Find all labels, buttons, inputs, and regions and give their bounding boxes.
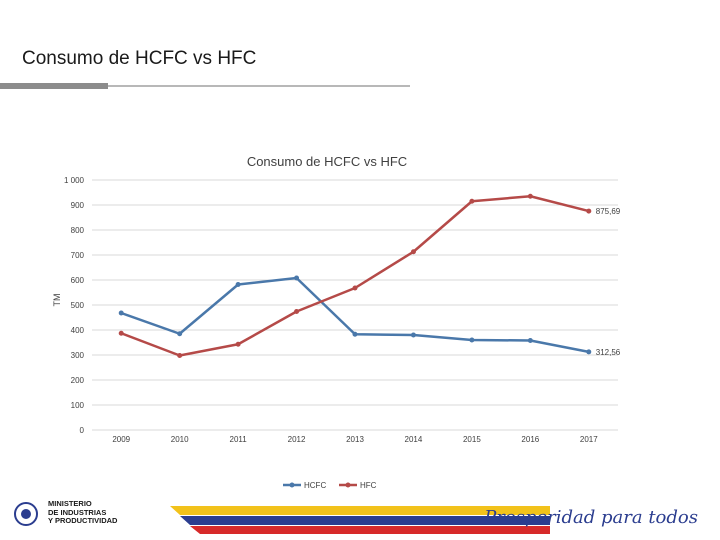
y-tick-label: 500 xyxy=(71,301,85,310)
yellow-stripe xyxy=(170,506,550,515)
data-point-hcfc xyxy=(352,331,358,337)
data-point-hfc xyxy=(469,198,475,204)
x-tick-label: 2017 xyxy=(580,435,598,444)
data-point-hfc xyxy=(527,193,533,199)
y-axis-ticks: 0 100 200 300 400 500 600 700 800 900 1 000 xyxy=(64,176,85,435)
y-tick-label: 400 xyxy=(71,326,85,335)
data-point-hcfc xyxy=(586,349,592,355)
title-underline xyxy=(0,83,410,89)
gridlines xyxy=(92,179,618,431)
legend-label-hcfc: HCFC xyxy=(304,481,326,490)
slogan: Prosperidad para todos xyxy=(484,507,698,528)
data-point-hcfc xyxy=(469,337,475,343)
blue-stripe xyxy=(180,516,550,525)
x-tick-label: 2011 xyxy=(230,435,248,444)
y-tick-label: 700 xyxy=(71,251,85,260)
end-label-hcfc: 312,56 xyxy=(596,348,621,357)
ministry-line-2: DE INDUSTRIAS xyxy=(48,507,107,517)
y-tick-label: 100 xyxy=(71,401,85,410)
data-point-hcfc xyxy=(294,275,300,281)
x-tick-label: 2009 xyxy=(112,435,130,444)
x-tick-label: 2016 xyxy=(521,435,539,444)
x-tick-label: 2012 xyxy=(288,435,306,444)
y-tick-label: 600 xyxy=(71,276,85,285)
data-point-hcfc xyxy=(118,310,124,316)
footer: MINISTERIO DE INDUSTRIAS Y PRODUCTIVIDAD… xyxy=(0,494,720,540)
data-point-hcfc xyxy=(177,331,183,337)
data-point-hfc xyxy=(410,249,416,255)
data-point-hfc xyxy=(118,330,124,336)
x-axis-ticks: 2009 2010 2011 2012 2013 2014 2015 2016 2017 xyxy=(112,435,598,444)
x-tick-label: 2013 xyxy=(346,435,364,444)
ministry-logo: MINISTERIO DE INDUSTRIAS Y PRODUCTIVIDAD xyxy=(0,494,170,540)
data-point-hfc xyxy=(352,285,358,291)
y-tick-label: 800 xyxy=(71,226,85,235)
y-tick-label: 0 xyxy=(80,426,85,435)
ministry-line-3: Y PRODUCTIVIDAD xyxy=(48,516,118,525)
data-point-hfc xyxy=(294,309,300,314)
line-chart: Consumo de HCFC vs HFC 0 100 200 300 400 500 6… xyxy=(52,154,621,490)
y-tick-label: 900 xyxy=(71,201,85,210)
data-point-hfc xyxy=(586,208,592,214)
title-underline-light xyxy=(108,85,410,87)
y-tick-label: 300 xyxy=(71,351,85,360)
end-label-hfc: 875,69 xyxy=(596,207,621,216)
x-tick-label: 2015 xyxy=(463,435,481,444)
y-tick-label: 1 000 xyxy=(64,176,85,185)
footer-stripes xyxy=(170,506,550,534)
slide-title: Consumo de HCFC vs HFC xyxy=(22,48,257,69)
legend-label-hfc: HFC xyxy=(360,481,377,490)
x-tick-label: 2014 xyxy=(405,435,423,444)
x-tick-label: 2010 xyxy=(171,435,189,444)
y-axis-label: TM xyxy=(52,294,62,307)
legend-marker-hfc xyxy=(345,482,351,488)
data-point-hcfc xyxy=(527,338,533,343)
ministry-emblem-icon xyxy=(14,502,38,526)
legend: HCFC HFC xyxy=(283,481,377,490)
end-labels: 312,56 875,69 xyxy=(596,207,621,357)
legend-marker-hcfc xyxy=(289,482,295,488)
ministry-name: MINISTERIO DE INDUSTRIAS Y PRODUCTIVIDAD xyxy=(48,499,118,526)
data-point-hcfc xyxy=(410,332,416,338)
data-point-hcfc xyxy=(235,282,241,287)
title-underline-dark xyxy=(0,83,108,89)
red-stripe xyxy=(190,526,550,534)
series-group xyxy=(118,193,592,358)
data-point-hfc xyxy=(177,353,183,358)
series-line-hfc xyxy=(120,195,590,357)
data-point-hfc xyxy=(235,341,241,347)
y-tick-label: 200 xyxy=(71,376,85,385)
ministry-line-1: MINISTERIO xyxy=(48,499,92,508)
chart-title: Consumo de HCFC vs HFC xyxy=(247,154,407,169)
